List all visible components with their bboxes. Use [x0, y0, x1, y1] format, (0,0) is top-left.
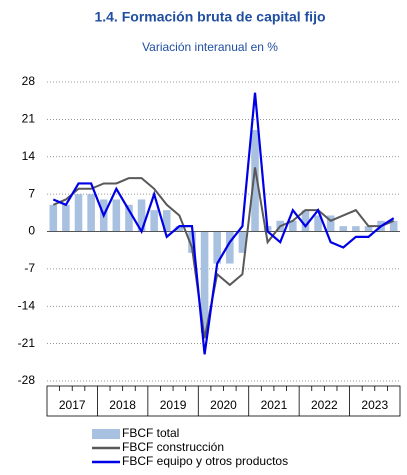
bar	[175, 226, 184, 232]
bar	[150, 210, 158, 232]
y-tick-label: 0	[28, 224, 35, 238]
y-tick-label: 7	[28, 186, 35, 200]
legend-label: FBCF construcción	[122, 440, 224, 454]
bar	[339, 226, 348, 232]
x-tick-label: 2023	[361, 398, 388, 412]
x-tick-label: 2020	[210, 398, 237, 412]
bar	[314, 215, 322, 232]
bar	[112, 199, 121, 232]
line	[52, 92, 395, 355]
bar	[188, 231, 196, 253]
bar	[49, 204, 58, 232]
bar	[301, 210, 310, 232]
y-tick-label: -28	[18, 373, 36, 387]
y-tick-label: 14	[22, 149, 36, 163]
bar	[289, 220, 297, 232]
bar	[364, 226, 373, 232]
bar	[226, 231, 234, 264]
x-tick-label: 2017	[59, 398, 86, 412]
bar	[213, 231, 221, 264]
bar	[74, 194, 83, 232]
bar	[200, 231, 209, 333]
y-tick-label: 21	[22, 112, 36, 126]
bar	[137, 199, 146, 232]
y-tick-label: -21	[18, 336, 36, 350]
bar	[352, 226, 360, 232]
y-tick-label: -7	[24, 261, 35, 275]
x-tick-label: 2021	[261, 398, 288, 412]
y-tick-label: 28	[22, 74, 36, 88]
bar	[238, 231, 247, 253]
x-tick-label: 2018	[109, 398, 136, 412]
bar	[62, 204, 70, 232]
bar	[389, 220, 398, 232]
x-tick-label: 2019	[160, 398, 187, 412]
bar	[125, 204, 133, 232]
y-tick-label: -14	[18, 298, 36, 312]
bar	[87, 194, 95, 232]
bar	[162, 210, 171, 232]
legend-swatch	[92, 429, 120, 439]
chart-subtitle: Variación interanual en %	[142, 40, 278, 54]
legend-label: FBCF total	[122, 426, 179, 440]
line	[52, 167, 395, 339]
legend-label: FBCF equipo y otros productos	[122, 454, 288, 468]
chart-title: 1.4. Formación bruta de capital fijo	[94, 9, 325, 25]
x-tick-label: 2022	[311, 398, 338, 412]
bar	[251, 130, 259, 232]
bar	[326, 215, 335, 232]
